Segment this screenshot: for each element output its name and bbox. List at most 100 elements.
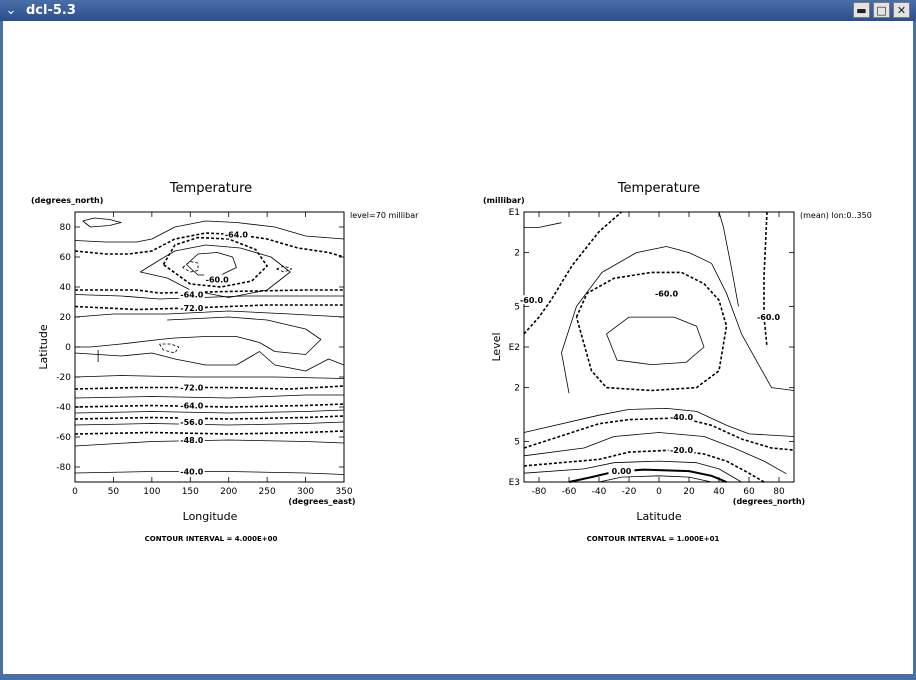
contour-labels: -64.0-60.0-64.0-72.0-72.0-64.0-56.0-48.0… [178,229,250,477]
chart-left: Temperature (degrees_north) level=70 mil… [31,181,419,543]
contour-line [74,409,345,414]
y-tick-label: 2 [514,384,520,394]
y-axis-label: Latitude [37,324,50,370]
contour-label-bg [653,288,680,298]
contour-label: -60.0 [520,296,543,305]
contour-label-bg [518,295,545,305]
contour-labels: -60.0 -60.0 -60.0 -40.0 -20.0 0.00 [518,288,782,476]
contour-line [74,304,344,311]
x-tick-label: 300 [297,487,314,497]
contour-line [74,430,345,435]
window-title: dcl-5.3 [26,3,76,18]
contour-line [75,289,344,294]
maximize-icon[interactable]: □ [873,2,890,18]
contour-label: -56.0 [180,418,203,427]
contour-line [568,468,727,483]
contour-line [561,246,795,394]
x-tick-label: 60 [743,487,755,497]
contour-line [74,310,345,318]
contour-label-bg [178,382,205,392]
contour-label-bg [204,274,231,284]
contour-line [74,439,345,447]
contour-line [74,220,345,243]
contour-line [74,394,344,399]
x-axis-label: Latitude [636,510,682,523]
y-tick-label: 20 [60,313,72,323]
y-tick-label: E1 [509,208,520,218]
y-tick-label: E3 [509,478,520,488]
contour-line [74,351,345,372]
contour-label-bg [178,417,205,426]
contour-line [186,252,237,276]
x-axis-label: Longitude [183,510,238,523]
contour-line [74,294,344,300]
contour-label-bg [668,445,695,455]
contour-line [598,475,712,483]
contour-line [74,415,345,420]
contour-label: -64.0 [180,291,203,300]
y-tick-label: -20 [56,373,71,383]
contour-label: -72.0 [180,304,203,313]
contour-line [159,343,180,354]
contour-line [523,417,795,451]
contour-line [763,211,768,348]
contour-line [718,211,739,307]
contour-line [74,232,345,258]
contour-interval: CONTOUR INTERVAL = 4.000E+00 [145,535,278,543]
x-tick-label: 150 [182,487,199,497]
contour-label: -60.0 [757,313,780,322]
chart-title: Temperature [169,181,252,196]
contour-label: -40.0 [180,468,203,477]
contour-label-bg [668,411,695,421]
x-tick-label: 250 [259,487,276,497]
y-tick-label: -80 [56,463,71,473]
contour-line [523,432,787,475]
contour-line [74,471,345,475]
contour-line [276,265,293,273]
y-units: (millibar) [483,196,525,205]
x-tick-label: 0 [656,487,662,497]
y-tick-label: 60 [60,253,72,263]
contour-label: -48.0 [180,436,203,445]
contour-label-bg [178,435,205,444]
minimize-icon[interactable]: ▬ [853,2,870,18]
x-tick-label: 200 [220,487,237,497]
y-tick-label: 40 [60,283,72,293]
contour-line [523,407,795,437]
y-tick-label: E2 [509,343,520,353]
close-icon[interactable]: ✕ [893,2,910,18]
contour-line [162,236,268,288]
contour-lines [523,211,795,483]
annotation: (mean) lon:0..350 [800,211,872,220]
x-units: (degrees_east) [288,497,355,506]
contour-label-bg [178,303,205,312]
contour-label-bg [608,466,635,476]
contour-line [523,449,765,483]
contour-label-bg [178,289,205,299]
contour-line [523,211,623,335]
contour-line [74,385,345,390]
contour-lines [74,217,345,475]
contour-label: -72.0 [180,384,203,393]
x-tick-label: -20 [622,487,637,497]
annotation: level=70 millibar [350,211,419,220]
chart-title: Temperature [617,181,700,196]
contour-label: -64.0 [225,231,248,240]
y-tick-label: 2 [514,249,520,259]
contour-label-bg [223,229,250,239]
x-units: (degrees_north) [733,497,805,506]
x-tick-label: -40 [592,487,607,497]
x-tick-label: 0 [72,487,78,497]
y-tick-label: -40 [56,403,71,413]
contour-line [524,222,562,228]
contour-line [74,375,345,379]
y-tick-label: 5 [514,302,520,312]
x-tick-label: -80 [532,487,547,497]
chevron-down-icon[interactable]: ⌄ [5,3,17,18]
y-axis-label: Level [490,332,503,361]
contour-interval: CONTOUR INTERVAL = 1.000E+01 [587,535,720,543]
x-tick-label: 80 [773,487,785,497]
contour-line [575,271,728,392]
window-title-bar[interactable]: ⌄ dcl-5.3 ▬ □ ✕ [0,0,916,21]
contour-label-bg [178,400,205,410]
